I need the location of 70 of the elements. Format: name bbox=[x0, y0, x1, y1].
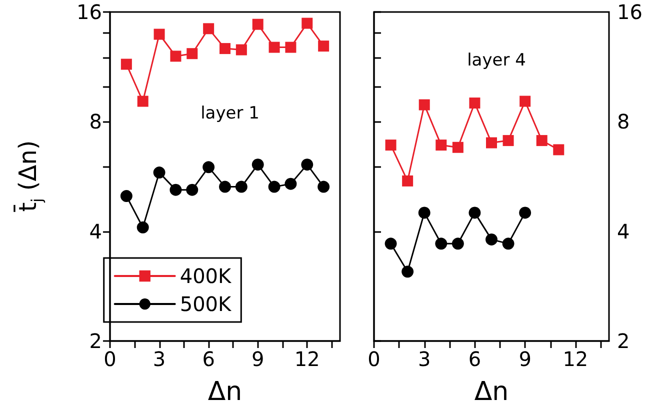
x-tick-label: 3 bbox=[152, 347, 166, 371]
point bbox=[468, 206, 481, 219]
x-tick-label: 0 bbox=[104, 347, 116, 371]
point bbox=[235, 180, 248, 193]
point bbox=[301, 158, 314, 171]
point bbox=[436, 140, 447, 151]
point bbox=[418, 206, 430, 219]
point bbox=[318, 40, 330, 52]
point bbox=[186, 184, 198, 196]
point bbox=[452, 142, 464, 153]
x-tick-label: 9 bbox=[518, 347, 532, 371]
point bbox=[402, 266, 414, 278]
legend-label: 400K bbox=[180, 264, 232, 288]
point bbox=[384, 238, 397, 250]
point bbox=[252, 18, 264, 30]
point bbox=[268, 42, 280, 53]
point bbox=[318, 180, 330, 193]
point bbox=[136, 221, 149, 234]
point bbox=[520, 96, 531, 107]
point bbox=[502, 135, 514, 146]
point bbox=[268, 180, 280, 193]
x-tick-label: 9 bbox=[251, 347, 264, 371]
y-tick-label: 16 bbox=[76, 0, 102, 24]
point bbox=[285, 42, 296, 53]
point bbox=[203, 23, 214, 34]
point bbox=[220, 43, 230, 54]
text: layer 4 bbox=[467, 50, 526, 70]
point bbox=[519, 206, 532, 219]
point bbox=[252, 158, 264, 171]
point bbox=[469, 98, 480, 109]
point bbox=[486, 233, 498, 246]
point bbox=[219, 180, 231, 193]
point bbox=[137, 96, 148, 107]
point bbox=[120, 58, 132, 70]
y2-tick-label: 4 bbox=[617, 219, 630, 244]
x-axis-title: Δn bbox=[474, 377, 509, 407]
y2-tick-label: 2 bbox=[617, 329, 630, 353]
point bbox=[553, 144, 564, 156]
point bbox=[435, 238, 448, 250]
x-tick-label: 3 bbox=[418, 347, 431, 371]
x-tick-label: 6 bbox=[468, 347, 482, 371]
x-axis-title: Δn bbox=[208, 377, 242, 407]
point bbox=[502, 238, 514, 250]
point bbox=[536, 135, 548, 146]
point bbox=[120, 190, 132, 202]
point bbox=[385, 140, 396, 151]
point bbox=[236, 44, 247, 56]
y2-tick-label: 8 bbox=[617, 110, 630, 134]
x-tick-label: 12 bbox=[562, 347, 588, 371]
text: layer 1 bbox=[200, 104, 260, 124]
y2-tick-label: 16 bbox=[617, 0, 642, 24]
point bbox=[186, 48, 198, 60]
point bbox=[418, 99, 430, 110]
point bbox=[284, 178, 297, 190]
point bbox=[153, 166, 166, 179]
x-tick-label: 0 bbox=[368, 347, 380, 371]
point bbox=[302, 18, 313, 29]
x-tick-label: 6 bbox=[202, 347, 215, 371]
point bbox=[154, 28, 165, 40]
point bbox=[452, 238, 464, 250]
y-tick-label: 4 bbox=[89, 219, 102, 244]
legend-label: 500K bbox=[180, 292, 232, 316]
point bbox=[486, 137, 497, 148]
y-tick-label: 8 bbox=[89, 110, 102, 134]
point bbox=[170, 184, 182, 196]
x-tick-label: 12 bbox=[294, 347, 320, 371]
y-tick-label: 2 bbox=[89, 329, 102, 353]
point bbox=[170, 50, 182, 62]
point bbox=[402, 175, 414, 186]
point bbox=[202, 161, 215, 174]
